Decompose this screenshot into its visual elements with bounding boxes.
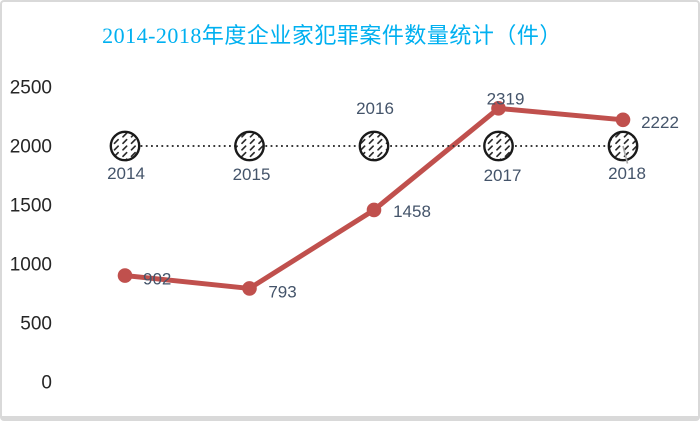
value-axis-tick-label: 500 bbox=[20, 314, 52, 335]
value-axis-tick-label: 2000 bbox=[10, 137, 52, 158]
year-label: 2015 bbox=[233, 165, 271, 184]
year-label: 2014 bbox=[107, 164, 145, 183]
data-label: 902 bbox=[143, 270, 171, 289]
data-point-marker bbox=[366, 202, 382, 218]
data-label: 793 bbox=[268, 282, 296, 301]
data-point-marker bbox=[117, 268, 133, 283]
value-axis-tick-label: 2500 bbox=[10, 78, 52, 99]
data-label: 2319 bbox=[487, 89, 525, 108]
value-axis-tick-label: 1500 bbox=[10, 196, 52, 217]
year-label: 2018 bbox=[608, 164, 646, 183]
data-point-marker bbox=[491, 101, 506, 116]
hatched-circle-marker bbox=[483, 130, 514, 162]
hatched-circle-marker bbox=[234, 130, 265, 162]
data-label: 1458 bbox=[393, 202, 431, 221]
hatched-circle-marker bbox=[109, 130, 141, 162]
data-label: 2222 bbox=[641, 113, 679, 132]
year-label: 2017 bbox=[484, 166, 522, 185]
data-point-marker bbox=[242, 281, 257, 296]
value-axis-tick-label: 0 bbox=[41, 373, 52, 394]
plot-area: 0 500 1000 1500 2000 2500 2014 2015 2016 2017 2018… bbox=[10, 78, 679, 394]
value-axis-tick-label: 1000 bbox=[10, 255, 52, 276]
chart-title: 2014-2018年度企业家犯罪案件数量统计（件） bbox=[102, 23, 562, 48]
hatched-circle-marker bbox=[358, 130, 390, 162]
year-label: 2016 bbox=[356, 99, 394, 118]
label-leader-line bbox=[622, 145, 629, 164]
data-point-marker bbox=[615, 112, 631, 128]
